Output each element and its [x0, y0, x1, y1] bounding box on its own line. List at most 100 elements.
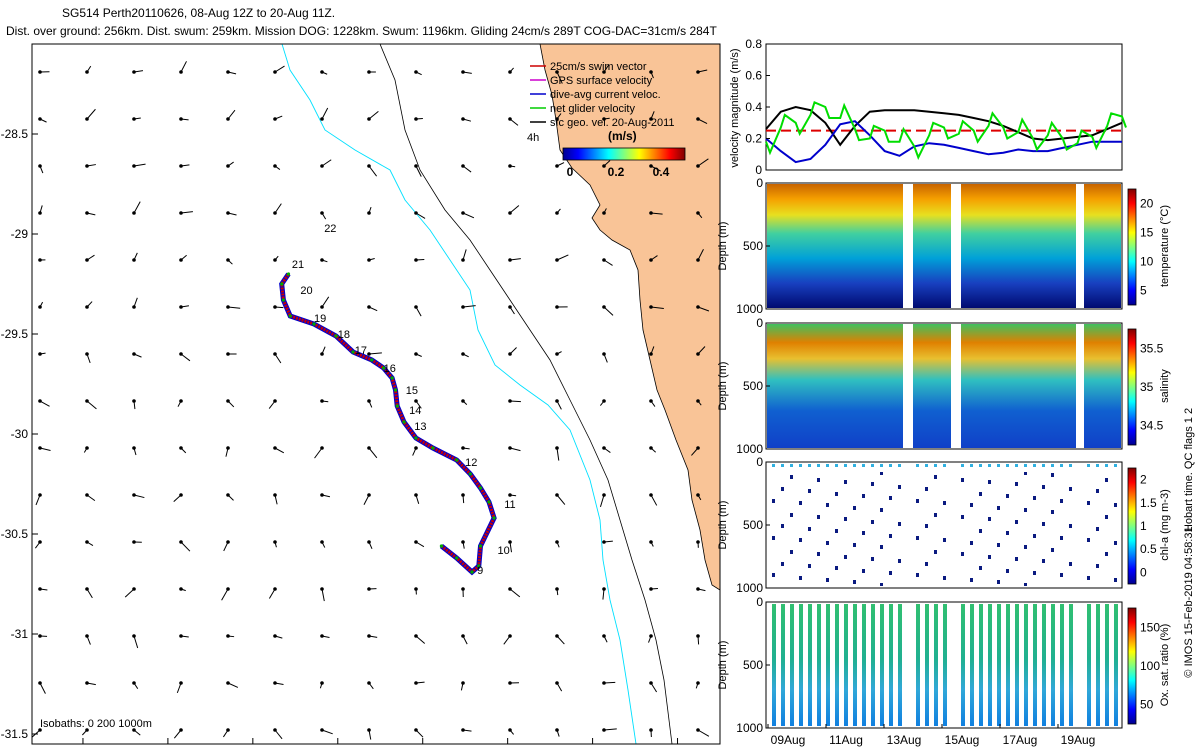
isobaths-label: Isobaths: 0 200 1000m [40, 718, 152, 730]
ox-profile [772, 604, 776, 726]
velocity-arrow [556, 254, 569, 261]
velocity-arrow-base [38, 117, 42, 121]
velocity-arrow-base [367, 728, 371, 732]
ox-profile [1033, 604, 1037, 726]
chl-surface-sample [781, 464, 784, 467]
velocity-arrow-base [555, 540, 559, 544]
section-colorbar [1127, 328, 1137, 446]
velocity-arrow-base [649, 446, 653, 450]
data-gap [903, 184, 913, 308]
velocity-arrow-base [649, 681, 653, 685]
velocity-panel: 0 0.2 0.4 0.6 0.8 velocity magnitude (m/s) [729, 37, 1127, 177]
chl-sample [943, 501, 946, 504]
chl-sample [1024, 583, 1027, 586]
velocity-arrow-base [696, 164, 700, 168]
chl-surface-sample [943, 464, 946, 467]
chl-surface-sample [1033, 464, 1036, 467]
chl-sample [880, 508, 883, 511]
velocity-arrow-base [38, 352, 42, 356]
chl-sample [817, 515, 820, 518]
velocity-arrow-base [226, 634, 230, 638]
day-label: 20 [300, 285, 312, 297]
chl-sample [790, 475, 793, 478]
chl-surface-sample [1042, 464, 1045, 467]
velocity-arrow-base [273, 587, 277, 591]
velocity-arrow-base [179, 399, 183, 403]
chl-surface-sample [808, 464, 811, 467]
chl-sample [1069, 562, 1072, 565]
depth-tick-label: 1000 [736, 442, 763, 456]
velocity-arrow-base [602, 493, 606, 497]
chl-surface-sample [844, 464, 847, 467]
ox-profile [1087, 604, 1091, 726]
vel-ytick-label: 0 [755, 163, 762, 177]
isobath-200m [281, 44, 637, 744]
map-ytick-label: -28.5 [1, 127, 29, 141]
chl-surface-sample [988, 464, 991, 467]
velocity-arrow-base [696, 258, 700, 262]
section-temp: 0 500 1000 Depth (m) 5 10 15 20 temperature (°C) [717, 176, 1171, 316]
colorbar-tick-label: 5 [1140, 284, 1147, 298]
chl-surface-sample [871, 464, 874, 467]
velocity-arrow-base [508, 164, 512, 168]
track-point [390, 376, 394, 380]
velocity-arrow [697, 306, 710, 312]
velocity-arrow [603, 681, 616, 684]
chl-sample [961, 478, 964, 481]
chl-sample [1015, 557, 1018, 560]
chl-sample [1006, 531, 1009, 534]
velocity-arrow [650, 494, 658, 506]
velocity-arrow-base [555, 211, 559, 215]
series-net-glider [765, 100, 1127, 160]
chl-sample [817, 478, 820, 481]
velocity-arrow [274, 65, 285, 73]
velocity-arrow-base [38, 681, 42, 685]
section-field [767, 324, 1121, 448]
velocity-arrow-base [273, 540, 277, 544]
velocity-arrow-base [132, 258, 136, 262]
track-point [487, 500, 491, 504]
velocity-arrow-base [602, 70, 606, 74]
track-point [455, 458, 459, 462]
track-point [414, 436, 418, 440]
velocity-arrow-base [367, 587, 371, 591]
colorbar-tick-label: 15 [1140, 226, 1154, 240]
velocity-arrow [274, 729, 283, 740]
chl-sample [790, 513, 793, 516]
chl-surface-sample [790, 464, 793, 467]
chl-sample [1024, 508, 1027, 511]
velocity-arrow [221, 588, 229, 601]
chl-surface-sample [835, 464, 838, 467]
velocity-arrow [39, 682, 46, 694]
chl-sample [790, 550, 793, 553]
velocity-arrow [599, 494, 605, 508]
chl-sample [880, 583, 883, 586]
velocity-arrow-base [649, 540, 653, 544]
velocity-arrow-base [179, 211, 183, 215]
chl-sample [862, 531, 865, 534]
velocity-arrow [697, 249, 704, 261]
velocity-arrow-base [555, 164, 559, 168]
chl-surface-sample [1051, 464, 1054, 467]
map-ytick-label: -31.5 [1, 727, 29, 741]
velocity-arrow [556, 494, 566, 505]
velocity-arrow [39, 447, 51, 451]
chl-sample [781, 562, 784, 565]
chl-sample [1051, 510, 1054, 513]
velocity-arrow [509, 588, 521, 598]
chl-sample [1105, 552, 1108, 555]
chl-sample [889, 496, 892, 499]
ox-profile [1006, 604, 1010, 726]
velocity-arrow-base [508, 352, 512, 356]
chl-sample [1069, 487, 1072, 490]
day-label: 19 [314, 313, 326, 325]
velocity-arrow-base [132, 70, 136, 74]
ox-profile [862, 604, 866, 726]
chl-surface-sample [997, 464, 1000, 467]
track-point [455, 556, 459, 560]
colorbar-label: temperature (°C) [1159, 205, 1171, 287]
ox-profile [934, 604, 938, 726]
map-ytick-label: -31 [11, 627, 29, 641]
chl-sample [781, 524, 784, 527]
